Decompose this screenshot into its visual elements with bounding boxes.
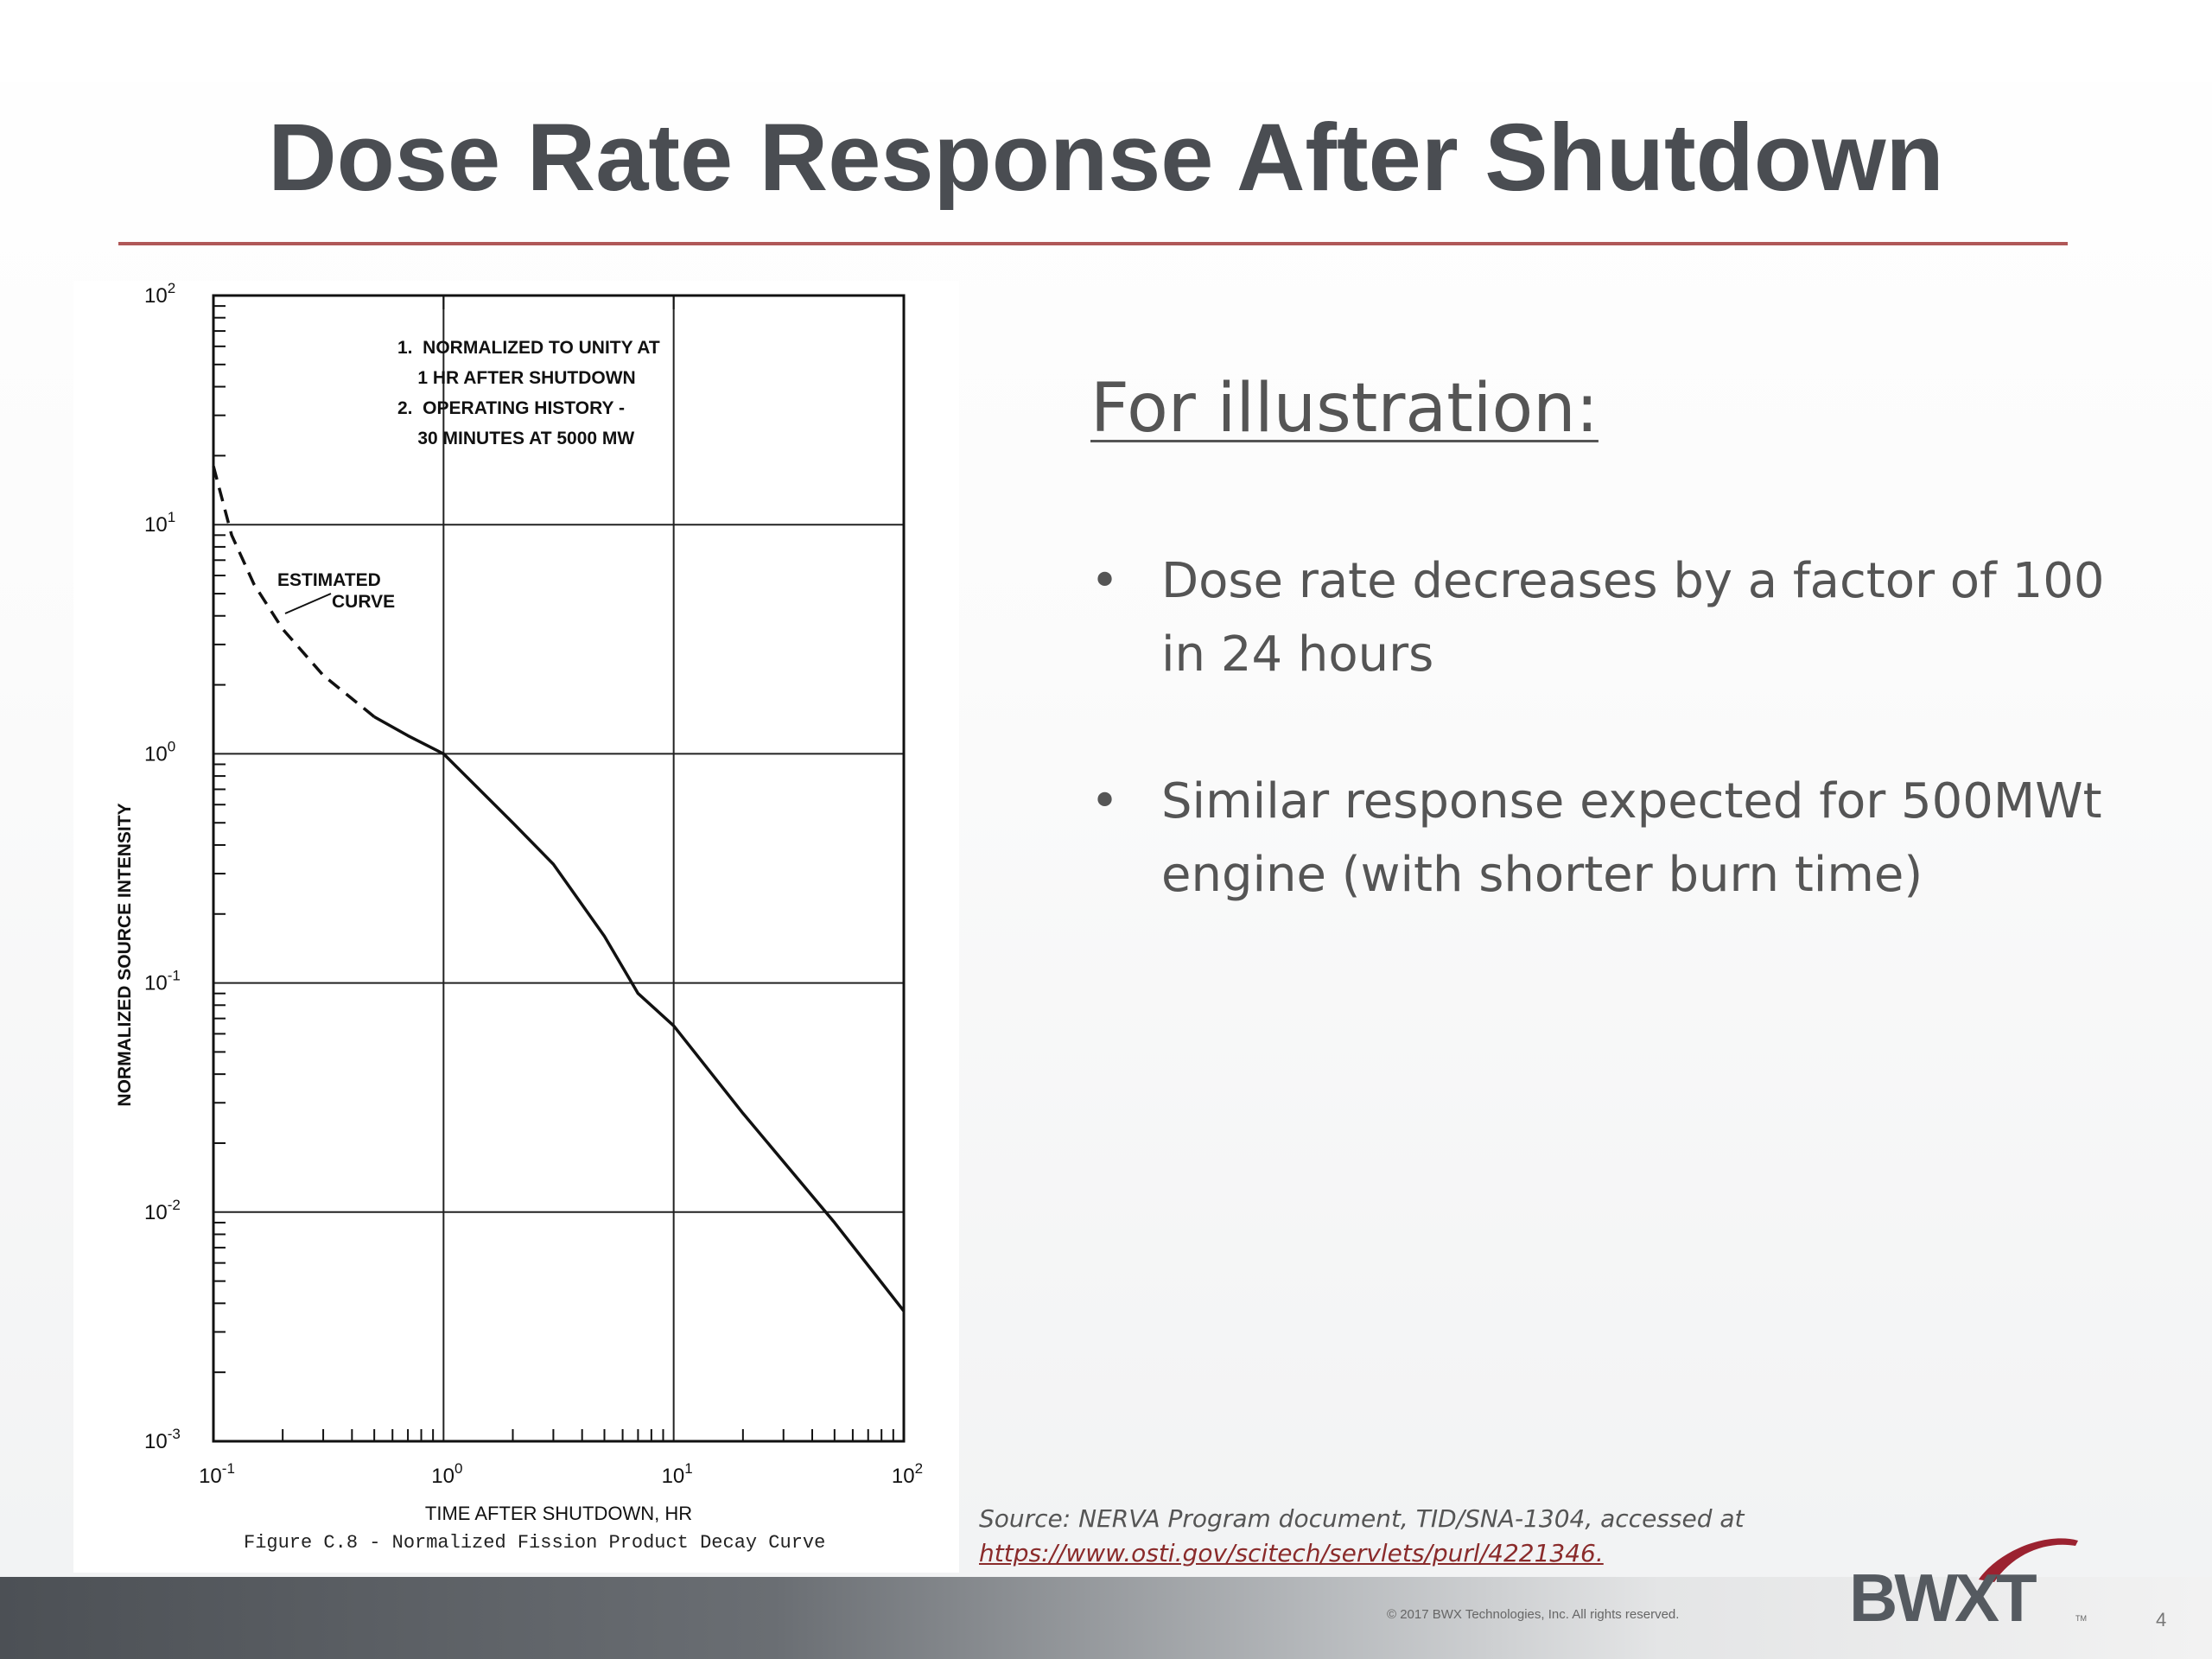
plot-frame bbox=[212, 294, 906, 1443]
chart-note-line: 1. NORMALIZED TO UNITY AT bbox=[397, 338, 660, 358]
annotation-text: ESTIMATED bbox=[277, 570, 381, 590]
decay-chart: 102 101 100 10-1 10-2 10-3 10-1 100 101 102 TIME … bbox=[115, 281, 923, 1524]
annotation-leader bbox=[284, 593, 332, 614]
bullet-list: • Dose rate decreases by a factor of 100… bbox=[1090, 544, 2127, 985]
chart-note-line: 30 MINUTES AT 5000 MW bbox=[397, 429, 634, 448]
bullet-icon: • bbox=[1090, 773, 1120, 830]
x-tick-label: 10-1 bbox=[199, 1460, 235, 1488]
annotation-text: CURVE bbox=[332, 592, 395, 612]
y-axis-label: NORMALIZED SOURCE INTENSITY bbox=[115, 803, 135, 1106]
subheading: For illustration: bbox=[1090, 370, 1599, 448]
y-tick-label: 100 bbox=[144, 738, 175, 766]
x-tick-label: 102 bbox=[892, 1460, 923, 1488]
source-label: Source: NERVA Program document, TID/SNA-… bbox=[979, 1504, 1745, 1533]
y-tick-label: 10-3 bbox=[144, 1426, 181, 1453]
estimated-curve-line bbox=[212, 466, 376, 718]
chart-note-line: 2. OPERATING HISTORY - bbox=[397, 398, 625, 418]
page-number: 4 bbox=[2156, 1609, 2167, 1630]
figure-caption: Figure C.8 - Normalized Fission Product … bbox=[244, 1532, 826, 1554]
source-link[interactable]: https://www.osti.gov/scitech/servlets/pu… bbox=[979, 1539, 1604, 1567]
y-tick-label: 101 bbox=[144, 509, 175, 537]
header-band bbox=[0, 0, 2212, 82]
x-tick-label: 100 bbox=[431, 1460, 462, 1488]
bullet-item: • Dose rate decreases by a factor of 100… bbox=[1090, 544, 2127, 691]
bwxt-logo-icon: BWXT TM bbox=[1849, 1538, 2087, 1636]
chart-note-line: 1 HR AFTER SHUTDOWN bbox=[397, 368, 636, 388]
bullet-text: Similar response expected for 500MWt eng… bbox=[1161, 773, 2102, 903]
logo-text: BWXT bbox=[1849, 1560, 2037, 1636]
y-tick-label: 10-2 bbox=[144, 1197, 181, 1224]
y-tick-label: 10-1 bbox=[144, 968, 181, 995]
x-axis-label: TIME AFTER SHUTDOWN, HR bbox=[425, 1503, 692, 1524]
source-note: Source: NERVA Program document, TID/SNA-… bbox=[979, 1502, 1745, 1571]
logo-trademark: TM bbox=[2075, 1614, 2087, 1623]
title-divider bbox=[118, 242, 2068, 245]
bullet-text: Dose rate decreases by a factor of 100 i… bbox=[1161, 553, 2105, 683]
slide-title: Dose Rate Response After Shutdown bbox=[268, 105, 1944, 211]
bullet-icon: • bbox=[1090, 553, 1120, 609]
copyright-notice: © 2017 BWX Technologies, Inc. All rights… bbox=[1387, 1607, 1680, 1622]
x-tick-label: 101 bbox=[662, 1460, 693, 1488]
footer-bar bbox=[0, 1577, 2212, 1659]
y-tick-label: 102 bbox=[144, 281, 175, 308]
bullet-item: • Similar response expected for 500MWt e… bbox=[1090, 765, 2127, 912]
decay-curve-line bbox=[373, 715, 906, 1313]
